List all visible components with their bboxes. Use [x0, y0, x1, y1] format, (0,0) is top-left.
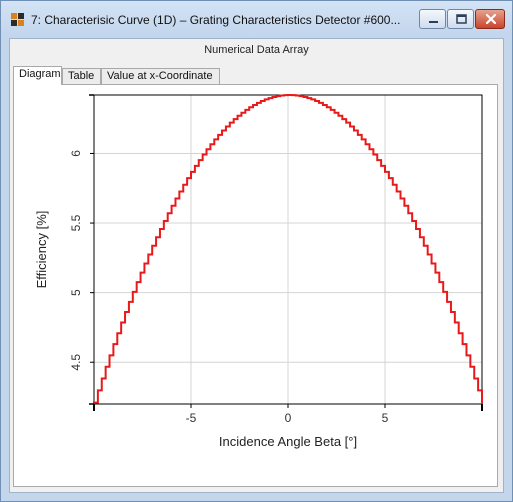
grid	[94, 95, 482, 404]
y-tick-label: 5	[69, 289, 83, 296]
tab-value-at-x-coordinate[interactable]: Value at x-Coordinate	[101, 68, 220, 84]
y-tick-label: 6	[69, 150, 83, 157]
close-button[interactable]	[475, 9, 505, 29]
window-title: 7: Characterisic Curve (1D) – Grating Ch…	[31, 13, 401, 27]
efficiency-curve	[93, 94, 483, 404]
x-tick-label: -5	[186, 411, 197, 425]
close-icon	[485, 13, 497, 25]
maximize-icon	[456, 14, 467, 24]
tab-table[interactable]: Table	[62, 68, 101, 84]
window-subtitle: Numerical Data Array	[204, 44, 309, 56]
x-axis-title: Incidence Angle Beta [°]	[219, 434, 357, 449]
minimize-button[interactable]	[419, 9, 446, 29]
minimize-icon	[429, 21, 438, 23]
diagram-panel: 4.5 5 5.5 6 -5 0 5 Incidence Angle Beta [°] E…	[13, 84, 498, 487]
title-bar[interactable]: 7: Characterisic Curve (1D) – Grating Ch…	[1, 1, 512, 37]
maximize-button[interactable]	[447, 9, 474, 29]
y-axis-ticks: 4.5 5 5.5 6	[69, 94, 94, 405]
client-area: Numerical Data Array Diagram Table Value…	[9, 38, 504, 493]
app-icon	[11, 13, 24, 26]
x-tick-label: 5	[382, 411, 389, 425]
efficiency-chart[interactable]: 4.5 5 5.5 6 -5 0 5 Incidence Angle Beta [°] E…	[14, 85, 497, 486]
y-axis-title: Efficiency [%]	[34, 211, 49, 289]
y-tick-label: 4.5	[69, 354, 83, 371]
tab-diagram[interactable]: Diagram	[13, 66, 62, 85]
x-tick-label: 0	[285, 411, 292, 425]
y-tick-label: 5.5	[69, 214, 83, 231]
x-axis-ticks: -5 0 5	[93, 404, 483, 425]
